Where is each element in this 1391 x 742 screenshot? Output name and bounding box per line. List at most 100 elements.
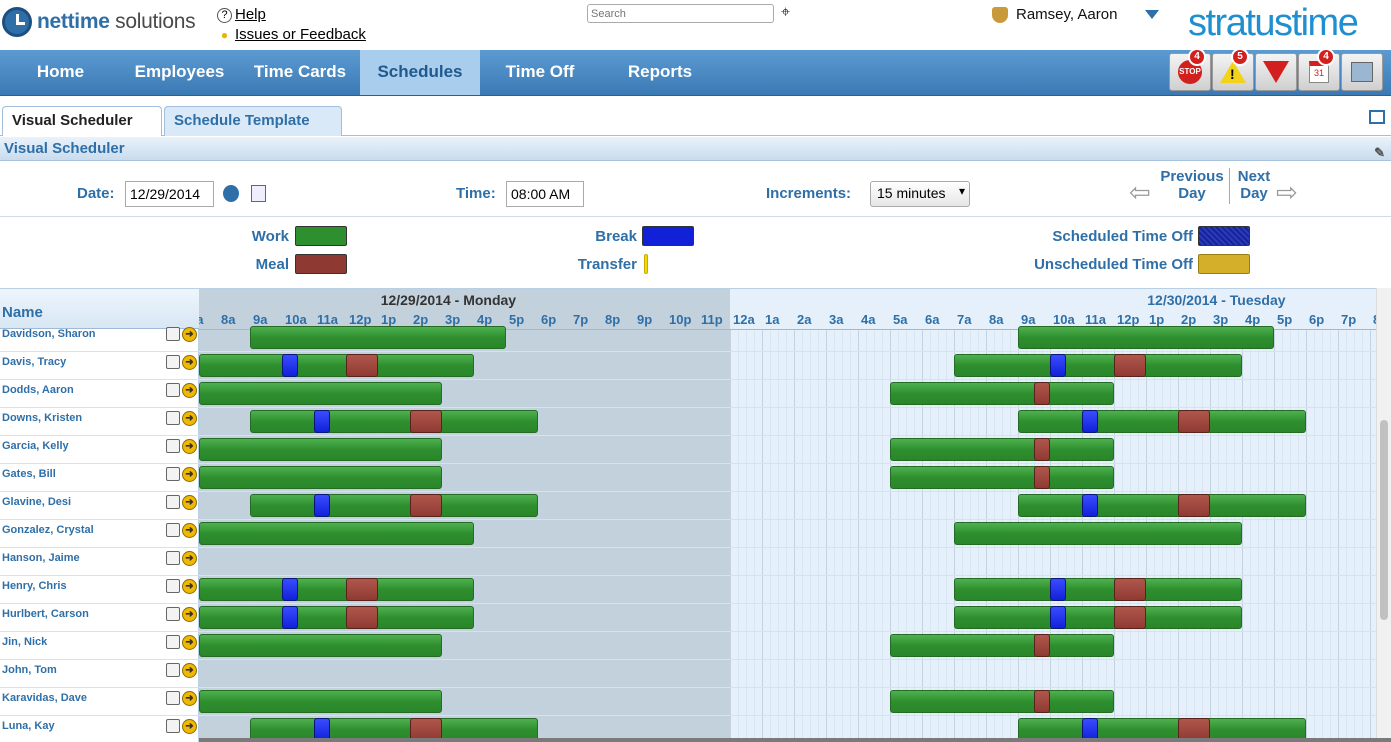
- go-arrow-icon[interactable]: ➜: [182, 691, 197, 706]
- edit-schedule-icon[interactable]: [166, 607, 180, 621]
- work-block[interactable]: [954, 606, 1242, 629]
- search-input[interactable]: [587, 4, 774, 23]
- go-arrow-icon[interactable]: ➜: [182, 663, 197, 678]
- employee-name[interactable]: Davidson, Sharon: [2, 328, 96, 340]
- meal-block[interactable]: [1034, 634, 1050, 657]
- go-arrow-icon[interactable]: ➜: [182, 635, 197, 650]
- meal-block[interactable]: [1034, 382, 1050, 405]
- edit-schedule-icon[interactable]: [166, 523, 180, 537]
- meal-block[interactable]: [1034, 438, 1050, 461]
- work-block[interactable]: [954, 578, 1242, 601]
- chevron-down-icon[interactable]: [1145, 10, 1160, 19]
- work-block[interactable]: [199, 606, 474, 629]
- nav-home[interactable]: Home: [36, 62, 85, 81]
- work-block[interactable]: [199, 522, 474, 545]
- employee-name[interactable]: Gonzalez, Crystal: [2, 524, 94, 536]
- user-menu[interactable]: Ramsey, Aaron: [992, 6, 1160, 23]
- date-input[interactable]: [125, 181, 214, 207]
- go-arrow-icon[interactable]: ➜: [182, 495, 197, 510]
- work-block[interactable]: [890, 382, 1114, 405]
- edit-schedule-icon[interactable]: [166, 495, 180, 509]
- go-arrow-icon[interactable]: ➜: [182, 467, 197, 482]
- calendar-picker-icon[interactable]: [251, 185, 266, 202]
- meal-block[interactable]: [1114, 578, 1146, 601]
- name-column-header[interactable]: Name: [0, 289, 199, 329]
- pin-icon[interactable]: ✎: [1374, 145, 1385, 160]
- employee-name[interactable]: Dodds, Aaron: [2, 384, 74, 396]
- nav-schedules[interactable]: Schedules: [360, 50, 480, 95]
- meal-block[interactable]: [346, 578, 378, 601]
- time-input[interactable]: [506, 181, 584, 207]
- work-block[interactable]: [199, 466, 442, 489]
- scrollbar-thumb[interactable]: [1380, 420, 1388, 620]
- go-arrow-icon[interactable]: ➜: [182, 327, 197, 342]
- tab-visual-scheduler[interactable]: Visual Scheduler: [2, 106, 162, 136]
- edit-schedule-icon[interactable]: [166, 327, 180, 341]
- work-block[interactable]: [199, 382, 442, 405]
- break-block[interactable]: [314, 494, 330, 517]
- break-block[interactable]: [1050, 606, 1066, 629]
- nav-time-off[interactable]: Time Off: [505, 62, 575, 81]
- arrow-left-icon[interactable]: ⇦: [1129, 177, 1151, 207]
- go-arrow-icon[interactable]: ➜: [182, 551, 197, 566]
- edit-schedule-icon[interactable]: [166, 579, 180, 593]
- go-arrow-icon[interactable]: ➜: [182, 411, 197, 426]
- meal-block[interactable]: [410, 494, 442, 517]
- employee-name[interactable]: Luna, Kay: [2, 720, 55, 732]
- calendar-alert-button[interactable]: 31 4: [1298, 48, 1340, 91]
- edit-schedule-icon[interactable]: [166, 691, 180, 705]
- work-block[interactable]: [954, 354, 1242, 377]
- work-block[interactable]: [1018, 410, 1306, 433]
- break-block[interactable]: [282, 578, 298, 601]
- refresh-date-icon[interactable]: [223, 185, 239, 202]
- work-block[interactable]: [250, 494, 538, 517]
- go-arrow-icon[interactable]: ➜: [182, 607, 197, 622]
- edit-schedule-icon[interactable]: [166, 439, 180, 453]
- break-block[interactable]: [282, 354, 298, 377]
- meal-block[interactable]: [1114, 606, 1146, 629]
- work-block[interactable]: [199, 634, 442, 657]
- next-day-button[interactable]: Next Day: [1237, 168, 1271, 202]
- employee-name[interactable]: Glavine, Desi: [2, 496, 72, 508]
- expand-icon[interactable]: [1369, 110, 1385, 124]
- work-block[interactable]: [199, 354, 474, 377]
- break-block[interactable]: [314, 410, 330, 433]
- go-arrow-icon[interactable]: ➜: [182, 523, 197, 538]
- meal-block[interactable]: [1178, 494, 1210, 517]
- increments-select[interactable]: 15 minutes: [870, 181, 970, 207]
- employee-name[interactable]: Gates, Bill: [2, 468, 56, 480]
- feedback-link[interactable]: Issues or Feedback: [235, 26, 366, 43]
- warning-alert-button[interactable]: 5: [1212, 48, 1254, 91]
- edit-schedule-icon[interactable]: [166, 355, 180, 369]
- edit-schedule-icon[interactable]: [166, 411, 180, 425]
- nettime-logo[interactable]: nettime solutions: [2, 5, 196, 39]
- employee-name[interactable]: Henry, Chris: [2, 580, 67, 592]
- meal-block[interactable]: [1178, 410, 1210, 433]
- edit-schedule-icon[interactable]: [166, 551, 180, 565]
- break-block[interactable]: [1082, 410, 1098, 433]
- employee-name[interactable]: Davis, Tracy: [2, 356, 67, 368]
- employee-name[interactable]: Hanson, Jaime: [2, 552, 80, 564]
- go-arrow-icon[interactable]: ➜: [182, 719, 197, 734]
- work-block[interactable]: [1018, 494, 1306, 517]
- mailbox-button[interactable]: [1341, 53, 1383, 91]
- meal-block[interactable]: [346, 354, 378, 377]
- meal-block[interactable]: [1034, 690, 1050, 713]
- go-arrow-icon[interactable]: ➜: [182, 439, 197, 454]
- edit-schedule-icon[interactable]: [166, 635, 180, 649]
- meal-block[interactable]: [346, 606, 378, 629]
- edit-schedule-icon[interactable]: [166, 467, 180, 481]
- employee-name[interactable]: Karavidas, Dave: [2, 692, 87, 704]
- work-block[interactable]: [199, 690, 442, 713]
- work-block[interactable]: [1018, 326, 1274, 349]
- employee-name[interactable]: Garcia, Kelly: [2, 440, 69, 452]
- break-block[interactable]: [1082, 494, 1098, 517]
- yield-alert-button[interactable]: [1255, 53, 1297, 91]
- work-block[interactable]: [954, 522, 1242, 545]
- stop-alert-button[interactable]: STOP 4: [1169, 48, 1211, 91]
- nav-time-cards[interactable]: Time Cards: [253, 62, 347, 81]
- meal-block[interactable]: [1114, 354, 1146, 377]
- break-block[interactable]: [1050, 578, 1066, 601]
- nav-employees[interactable]: Employees: [134, 62, 225, 81]
- work-block[interactable]: [250, 410, 538, 433]
